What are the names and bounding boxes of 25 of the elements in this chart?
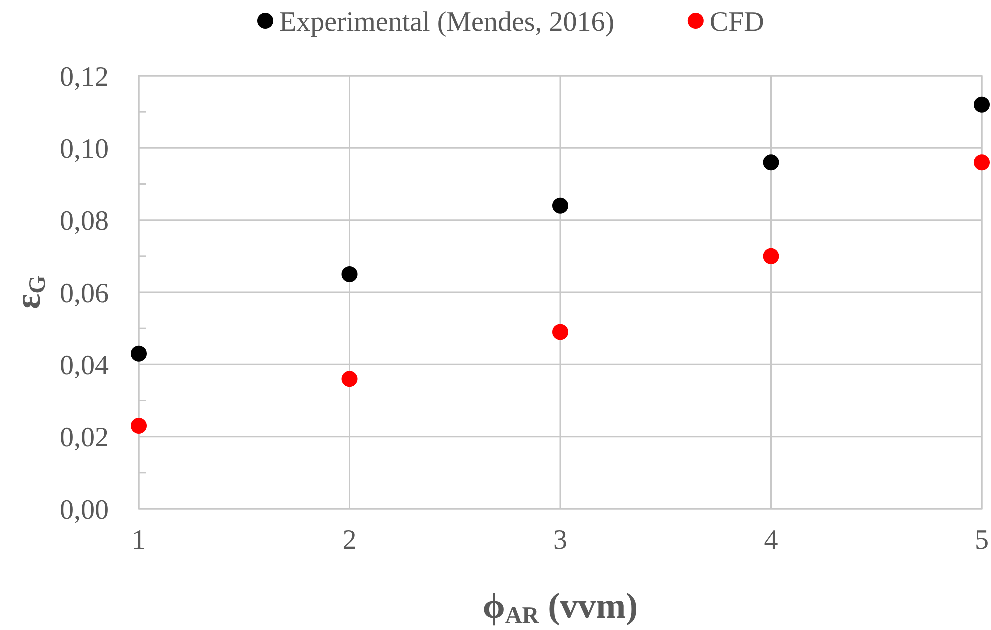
point	[131, 346, 147, 362]
point	[763, 248, 780, 264]
legend-label: CFD	[710, 7, 764, 38]
y-tick-label: 0,00	[60, 494, 109, 526]
x-tick-label: 4	[764, 525, 778, 556]
point	[974, 154, 990, 171]
x-tick-label: 5	[975, 525, 989, 556]
point	[131, 418, 147, 434]
y-tick-label: 0,02	[60, 422, 109, 454]
y-tick-label: 0,04	[60, 350, 109, 382]
point	[342, 266, 358, 282]
y-tick-label: 0,10	[60, 134, 109, 165]
x-tick-label: 2	[342, 525, 357, 556]
x-axis-title: ϕ$_{AR}$ (vvm)	[482, 586, 638, 629]
point	[552, 198, 568, 214]
y-tick-label: 0,12	[60, 62, 109, 93]
x-tick-label: 1	[132, 525, 146, 556]
y-tick-label: 0,06	[60, 278, 109, 310]
point	[342, 371, 358, 388]
point	[552, 324, 568, 340]
point	[763, 154, 780, 171]
legend-label: Experimental (Mendes, 2016)	[280, 7, 615, 38]
y-tick-label: 0,08	[60, 206, 109, 238]
x-tick-label: 3	[554, 525, 568, 556]
point	[974, 96, 990, 113]
